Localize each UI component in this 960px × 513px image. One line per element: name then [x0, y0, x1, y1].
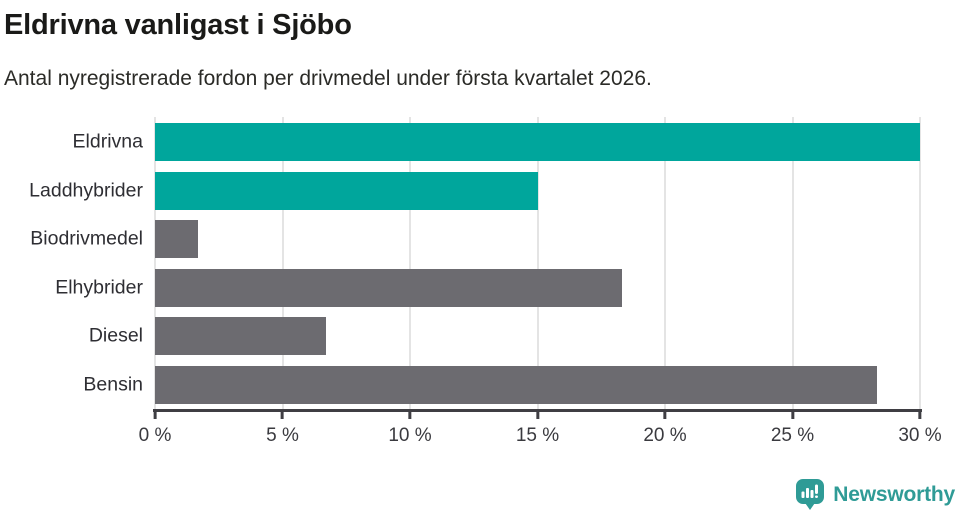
- category-label: Bensin: [83, 373, 143, 396]
- bar-bensin: [155, 365, 877, 404]
- tick-mark: [791, 412, 794, 420]
- x-axis-tick: 30 %: [898, 412, 942, 447]
- tick-mark: [281, 412, 284, 420]
- x-axis-tick: 10 %: [388, 412, 432, 447]
- bar-row: Biodrivmedel: [30, 215, 920, 264]
- bar-chart-plot-area: Eldrivna Laddhybrider Biodrivmedel Elhybrid…: [29, 117, 942, 446]
- category-label: Elhybrider: [55, 276, 143, 299]
- tick-label: 25 %: [770, 425, 815, 447]
- gridline-15: [536, 117, 539, 410]
- bar-row: Diesel: [89, 312, 920, 361]
- tick-label: 15 %: [515, 425, 560, 447]
- category-label: Laddhybrider: [29, 179, 143, 202]
- bar-eldrivna: [155, 123, 920, 162]
- tick-label: 20 %: [643, 425, 687, 447]
- brand-footer: Newsworthy: [796, 479, 955, 510]
- tick-mark: [153, 412, 157, 420]
- tick-mark: [918, 412, 922, 420]
- bar-row: Bensin: [83, 361, 920, 410]
- x-axis-tick: 20 %: [643, 412, 687, 447]
- x-axis-tick: 25 %: [771, 412, 814, 447]
- x-axis-tick: 5 %: [266, 412, 299, 447]
- x-axis-tick: 15 %: [516, 412, 559, 447]
- chart-subtitle: Antal nyregistrerade fordon per drivmede…: [4, 66, 652, 90]
- bar-row: Eldrivna: [73, 118, 920, 167]
- gridline-20: [664, 117, 666, 410]
- newsworthy-logo-icon: [796, 479, 825, 510]
- gridline-5: [281, 117, 284, 410]
- chart-card: Eldrivna vanligast i Sjöbo Antal nyregis…: [0, 8, 960, 513]
- tick-mark: [536, 412, 539, 420]
- x-axis-tick: 0 %: [138, 412, 172, 447]
- category-label: Eldrivna: [72, 130, 143, 153]
- gridline-30: [919, 117, 921, 410]
- brand-name: Newsworthy: [833, 482, 955, 506]
- bar-diesel: [155, 317, 326, 356]
- x-axis-line: [153, 409, 922, 413]
- bar-laddhybrider: [155, 171, 538, 210]
- gridline-10: [409, 117, 411, 410]
- chart-title: Eldrivna vanligast i Sjöbo: [4, 9, 352, 41]
- tick-mark: [408, 412, 412, 420]
- bar-elhybrider: [155, 268, 622, 307]
- tick-label: 30 %: [898, 425, 942, 447]
- category-label: Biodrivmedel: [30, 227, 143, 250]
- tick-label: 0 %: [138, 425, 172, 447]
- gridline-25: [791, 117, 794, 410]
- tick-label: 5 %: [266, 425, 299, 447]
- bar-row: Elhybrider: [55, 264, 920, 313]
- bar-row: Laddhybrider: [29, 167, 920, 216]
- category-label: Diesel: [88, 324, 143, 347]
- tick-label: 10 %: [388, 425, 432, 447]
- bar-biodrivmedel: [155, 220, 199, 259]
- tick-mark: [663, 412, 667, 420]
- gridline-0: [154, 117, 156, 410]
